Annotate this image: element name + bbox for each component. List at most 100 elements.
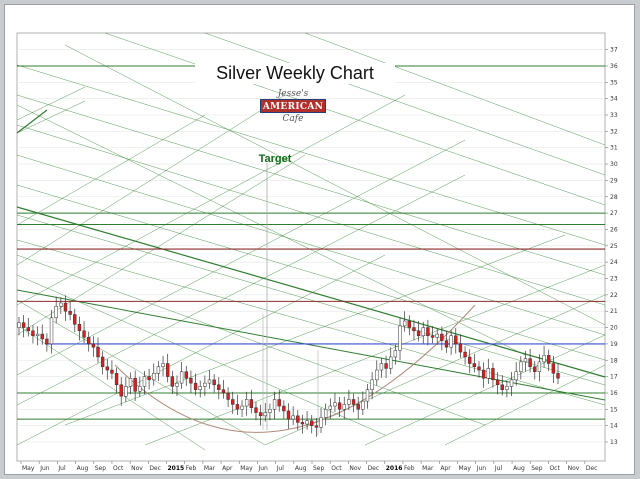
candle-body xyxy=(203,382,207,387)
fan-line-up xyxy=(16,94,286,266)
candle-body xyxy=(310,420,314,426)
candle-body xyxy=(254,407,258,413)
candle-body xyxy=(189,377,193,384)
y-tick-label: 31 xyxy=(610,145,618,152)
candle-body xyxy=(449,335,453,348)
candle-body xyxy=(454,335,458,345)
candle-body xyxy=(430,335,435,338)
candle-body xyxy=(523,358,528,363)
y-tick-label: 23 xyxy=(610,276,618,283)
candle-body xyxy=(291,415,295,420)
candle-body xyxy=(407,320,412,328)
candle-body xyxy=(537,361,542,372)
candle-body xyxy=(379,363,384,371)
candle-body xyxy=(412,327,416,332)
candle-body xyxy=(217,384,221,390)
candle-body xyxy=(244,399,249,407)
candle-body xyxy=(63,302,68,312)
candle-body xyxy=(426,327,430,336)
x-tick-label: Sep xyxy=(531,465,543,472)
candle-body xyxy=(282,405,286,412)
x-tick-label: May xyxy=(22,465,35,472)
y-tick-label: 34 xyxy=(610,96,618,103)
x-tick-label: Dec xyxy=(586,465,598,472)
candle-body xyxy=(91,343,96,348)
fan-line-up xyxy=(16,139,466,376)
candle-body xyxy=(45,338,49,345)
candle-body xyxy=(207,379,212,384)
candle-body xyxy=(110,369,114,374)
candle-body xyxy=(31,330,35,336)
bold-trendline-short xyxy=(16,109,48,134)
candle-body xyxy=(128,377,133,387)
candle-body xyxy=(133,377,137,392)
candle-body xyxy=(286,410,291,420)
x-tick-label: 2016 xyxy=(386,465,403,472)
logo-top-text: Jesse's xyxy=(277,89,309,99)
candle-body xyxy=(96,346,100,358)
x-tick-label: 2015 xyxy=(168,465,185,472)
fan-line-up xyxy=(364,334,606,446)
fan-line-down xyxy=(16,254,486,426)
candle-body xyxy=(505,386,509,390)
fan-line-up xyxy=(16,100,86,134)
x-tick-label: Jul xyxy=(494,465,503,472)
x-tick-label: May xyxy=(459,465,472,472)
candle-body xyxy=(161,363,165,368)
candle-body xyxy=(240,405,244,410)
candle-body xyxy=(277,399,281,407)
candle-body xyxy=(551,363,556,374)
candle-body xyxy=(547,355,551,364)
candle-body xyxy=(296,415,300,423)
candle-body xyxy=(370,379,374,390)
candle-body xyxy=(440,333,444,341)
y-tick-label: 19 xyxy=(610,341,618,348)
x-tick-label: Jun xyxy=(257,465,268,472)
x-tick-label: Dec xyxy=(368,465,380,472)
x-tick-label: Jul xyxy=(276,465,285,472)
x-tick-label: Dec xyxy=(149,465,161,472)
candle-body xyxy=(26,327,30,332)
candle-body xyxy=(77,324,82,332)
candle-body xyxy=(268,409,272,413)
candle-body xyxy=(444,340,449,348)
x-tick-label: Jun xyxy=(39,465,50,472)
y-tick-label: 15 xyxy=(610,406,618,413)
candle-body xyxy=(509,379,514,387)
candle-body xyxy=(389,356,393,369)
candle-body xyxy=(119,384,123,397)
candle-body xyxy=(356,404,360,410)
chart-title: Silver Weekly Chart xyxy=(195,63,395,84)
candle-body xyxy=(249,399,254,408)
candle-body xyxy=(59,302,63,307)
fan-line-up xyxy=(444,364,606,446)
candle-body xyxy=(347,399,351,405)
candle-body xyxy=(528,358,532,368)
candle-body xyxy=(361,400,365,410)
candle-body xyxy=(495,379,500,386)
candle-body xyxy=(124,386,128,397)
y-tick-label: 18 xyxy=(610,357,618,364)
candle-body xyxy=(100,356,105,368)
bold-trendline-upper xyxy=(16,206,606,378)
fan-line-down xyxy=(16,214,606,386)
candle-body xyxy=(152,373,156,381)
candle-body xyxy=(491,368,495,381)
candle-body xyxy=(142,376,147,387)
candle-body xyxy=(170,376,175,387)
x-tick-label: Nov xyxy=(349,465,361,472)
y-tick-label: 35 xyxy=(610,79,618,86)
candle-body xyxy=(514,371,518,381)
x-tick-label: Feb xyxy=(404,465,415,472)
x-tick-label: Oct xyxy=(331,465,342,472)
candle-body xyxy=(458,343,463,353)
candle-body xyxy=(435,333,439,338)
y-tick-label: 25 xyxy=(610,243,618,250)
x-tick-label: Aug xyxy=(77,465,89,472)
y-tick-label: 21 xyxy=(610,308,618,315)
x-tick-label: Aug xyxy=(295,465,307,472)
rounding-arc xyxy=(114,304,476,433)
candle-body xyxy=(402,320,407,327)
x-tick-label: Jun xyxy=(476,465,487,472)
y-tick-label: 27 xyxy=(610,210,618,217)
